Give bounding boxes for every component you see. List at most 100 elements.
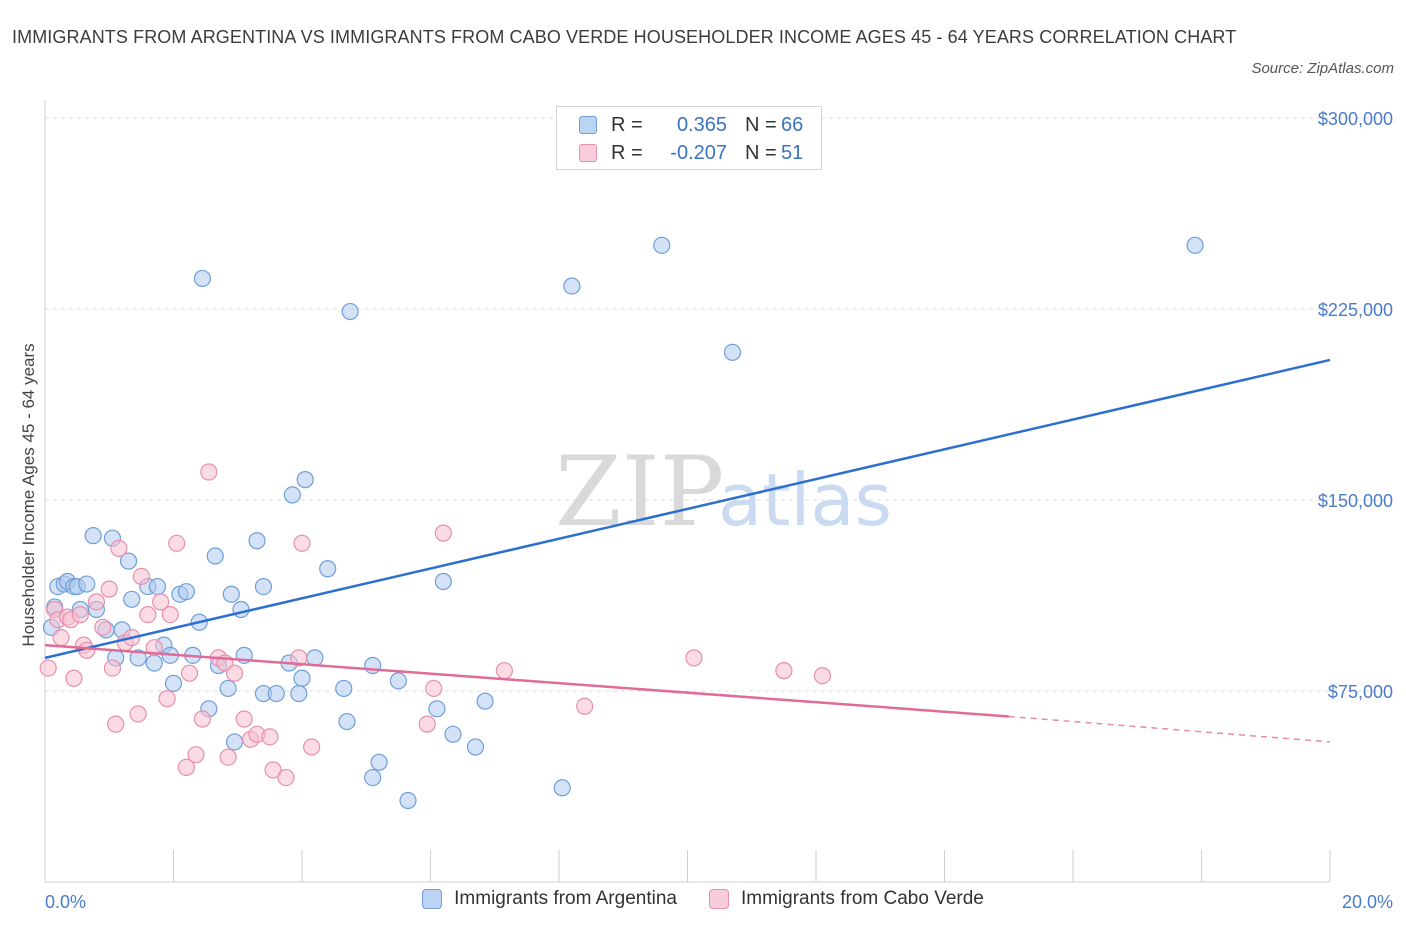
- point-caboverde: [264, 761, 282, 779]
- point-caboverde: [576, 697, 594, 715]
- point-argentina: [341, 302, 359, 321]
- legend-n-value: 51: [781, 141, 804, 164]
- legend-r-label: R =: [611, 141, 643, 164]
- point-caboverde: [290, 649, 308, 667]
- stats-legend: R = 0.365 N = 66 R = -0.207 N = 51: [556, 106, 822, 170]
- point-argentina: [476, 692, 494, 710]
- legend-swatch-argentina: [422, 889, 443, 909]
- point-caboverde: [152, 593, 170, 611]
- point-argentina: [219, 679, 237, 698]
- point-caboverde: [277, 768, 295, 787]
- point-argentina: [338, 712, 356, 731]
- legend-n-value: 66: [781, 113, 804, 136]
- point-caboverde: [139, 605, 157, 624]
- legend-r-value: -0.207: [670, 141, 727, 164]
- point-argentina: [193, 269, 212, 288]
- point-argentina: [335, 679, 353, 698]
- point-caboverde: [200, 463, 218, 481]
- legend-row-caboverde: R = -0.207 N = 51: [579, 140, 803, 166]
- point-argentina: [466, 738, 485, 756]
- point-caboverde: [161, 605, 179, 624]
- point-argentina: [434, 572, 452, 591]
- y-tick-label: $225,000: [1318, 300, 1393, 320]
- point-argentina: [444, 725, 462, 743]
- data-points: [39, 236, 1204, 810]
- point-caboverde: [177, 758, 195, 777]
- point-caboverde: [107, 715, 125, 733]
- point-caboverde: [71, 605, 89, 624]
- point-caboverde: [180, 664, 199, 682]
- legend-item-argentina: Immigrants from Argentina: [422, 888, 677, 910]
- point-argentina: [296, 471, 314, 489]
- point-argentina: [119, 552, 138, 570]
- point-argentina: [206, 547, 224, 565]
- point-argentina: [148, 577, 167, 596]
- point-argentina: [267, 684, 285, 703]
- source-credit: Source: ZipAtlas.com: [1251, 60, 1394, 77]
- point-argentina: [254, 577, 273, 596]
- y-tick-label: $300,000: [1318, 109, 1393, 129]
- point-caboverde: [219, 748, 237, 766]
- point-caboverde: [129, 705, 147, 723]
- point-caboverde: [94, 618, 112, 636]
- point-argentina: [723, 343, 742, 361]
- y-tick-label: $75,000: [1328, 682, 1393, 702]
- point-argentina: [364, 768, 382, 787]
- legend-r-label: R =: [611, 113, 643, 136]
- point-caboverde: [100, 580, 118, 598]
- legend-row-argentina: R = 0.365 N = 66: [579, 112, 803, 138]
- point-caboverde: [39, 659, 57, 677]
- legend-item-caboverde: Immigrants from Cabo Verde: [708, 888, 984, 910]
- x-tick-label-max: 20.0%: [1342, 892, 1393, 912]
- point-argentina: [248, 532, 266, 550]
- y-axis-label: Householder Income Ages 45 - 64 years: [19, 343, 38, 646]
- point-argentina: [283, 486, 301, 504]
- point-caboverde: [434, 524, 452, 542]
- point-caboverde: [52, 628, 70, 647]
- point-caboverde: [418, 715, 436, 733]
- point-argentina: [145, 654, 163, 672]
- point-argentina: [553, 779, 571, 797]
- point-caboverde: [425, 679, 443, 698]
- point-argentina: [293, 669, 311, 687]
- point-caboverde: [225, 664, 244, 682]
- legend-label-caboverde: Immigrants from Cabo Verde: [740, 888, 984, 909]
- point-argentina: [232, 600, 250, 619]
- point-caboverde: [775, 662, 793, 680]
- point-argentina: [1186, 236, 1204, 254]
- watermark: ZIP atlas: [555, 436, 892, 548]
- point-argentina: [563, 277, 581, 295]
- point-argentina: [78, 575, 96, 593]
- point-caboverde: [65, 669, 83, 687]
- point-caboverde: [303, 738, 321, 756]
- chart-title: IMMIGRANTS FROM ARGENTINA VS IMMIGRANTS …: [12, 27, 1237, 47]
- point-argentina: [84, 527, 102, 545]
- legend-swatch-caboverde: [579, 144, 597, 162]
- point-caboverde: [158, 690, 176, 708]
- point-caboverde: [685, 649, 703, 667]
- point-caboverde: [235, 710, 253, 728]
- point-argentina: [319, 560, 337, 578]
- legend-swatch-argentina: [579, 116, 597, 134]
- point-argentina: [177, 583, 195, 601]
- point-caboverde: [813, 667, 832, 685]
- watermark-atlas: atlas: [718, 458, 892, 542]
- point-argentina: [428, 700, 446, 718]
- legend-n-label: N =: [745, 113, 777, 136]
- point-argentina: [653, 236, 671, 254]
- point-argentina: [164, 674, 183, 692]
- trend-line-caboverde-extension: [1008, 715, 1331, 743]
- legend-n-label: N =: [745, 141, 777, 164]
- point-argentina: [364, 656, 382, 675]
- point-argentina: [389, 672, 407, 690]
- legend-label-argentina: Immigrants from Argentina: [454, 888, 677, 909]
- point-argentina: [225, 733, 244, 751]
- point-caboverde: [87, 593, 106, 611]
- trend-line-caboverde: [44, 643, 1009, 718]
- x-tick-label-min: 0.0%: [45, 892, 86, 912]
- point-argentina: [222, 585, 240, 603]
- series-legend: Immigrants from Argentina Immigrants fro…: [0, 888, 1406, 910]
- point-argentina: [129, 649, 147, 667]
- point-argentina: [370, 753, 388, 771]
